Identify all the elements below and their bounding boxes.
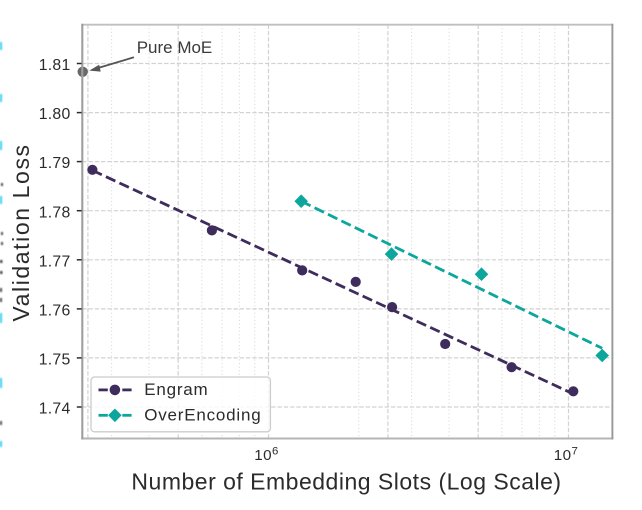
- svg-text:Number of Embedding Slots (Log: Number of Embedding Slots (Log Scale): [131, 469, 561, 495]
- svg-text:Validation Loss: Validation Loss: [8, 143, 34, 321]
- svg-text:1.81: 1.81: [39, 57, 71, 74]
- svg-text:1.78: 1.78: [39, 204, 71, 221]
- svg-text:1.79: 1.79: [39, 155, 71, 172]
- svg-text:1.80: 1.80: [39, 106, 71, 123]
- svg-text:Engram: Engram: [144, 380, 208, 399]
- svg-text:OverEncoding: OverEncoding: [144, 405, 261, 424]
- svg-text:Pure MoE: Pure MoE: [137, 38, 213, 57]
- svg-text:1.74: 1.74: [39, 401, 71, 418]
- svg-text:1.77: 1.77: [39, 253, 71, 270]
- svg-text:1.76: 1.76: [39, 303, 71, 320]
- svg-text:1.75: 1.75: [39, 352, 71, 369]
